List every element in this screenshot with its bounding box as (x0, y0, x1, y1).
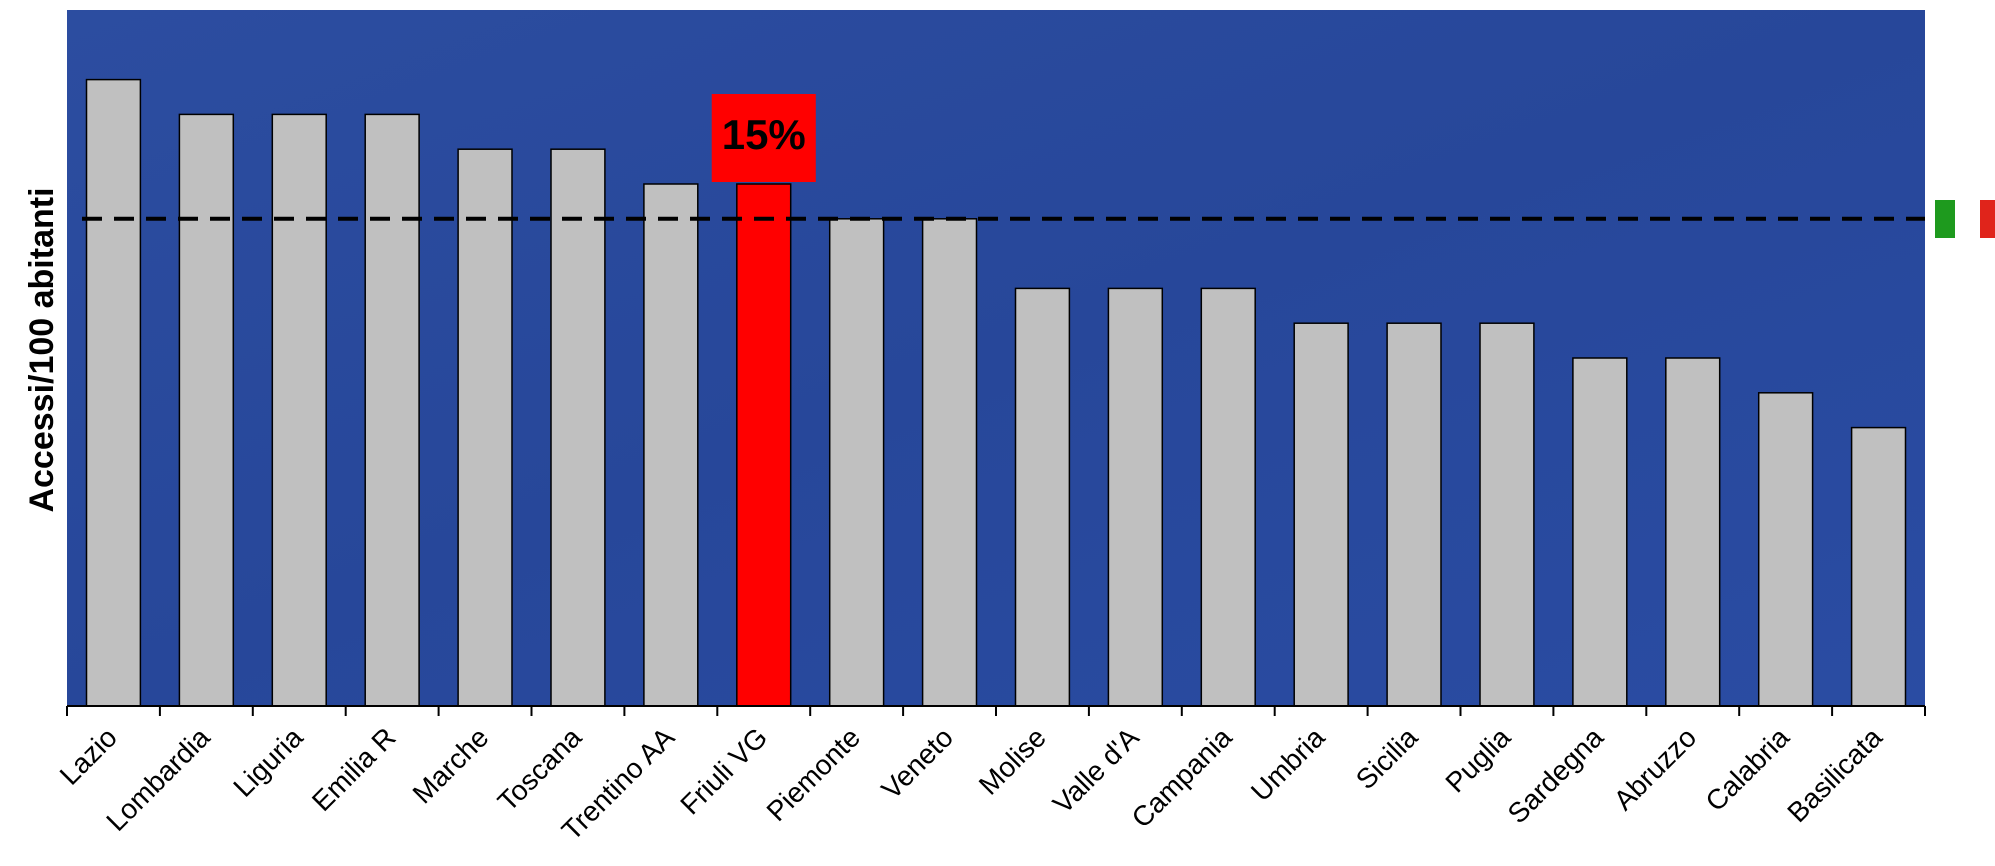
bar (1665, 357, 1721, 707)
y-axis-label: Accessi/100 abitanti (23, 187, 61, 512)
value-label: 15% (722, 111, 806, 158)
x-tick-label: Umbria (1245, 721, 1331, 807)
x-tick-label: Piemonte (761, 722, 867, 828)
x-tick-label: Valle d'A (1047, 721, 1145, 819)
bar (1757, 392, 1814, 707)
plot-background (67, 10, 1925, 706)
bar (828, 218, 885, 707)
x-tick-label: Lazio (54, 722, 123, 791)
bar (1014, 287, 1071, 707)
x-tick-label: Emilia R (306, 722, 402, 818)
bar (1479, 322, 1535, 707)
bar (921, 218, 978, 707)
bar (643, 183, 699, 707)
bar (457, 148, 513, 707)
x-tick-label: Campania (1126, 721, 1238, 833)
bar (1200, 287, 1256, 707)
x-tick-label: Basilicata (1781, 721, 1888, 828)
x-tick-label: Calabria (1699, 721, 1795, 817)
bar (1107, 287, 1164, 707)
bar (1386, 322, 1442, 707)
x-tick-label: Abruzzo (1608, 722, 1703, 817)
bar (1293, 322, 1349, 707)
bar (736, 183, 792, 707)
bar (271, 113, 327, 707)
x-tick-label: Molise (973, 722, 1052, 801)
x-tick-label: Sicilia (1350, 721, 1424, 795)
x-tick-label: Toscana (492, 721, 588, 817)
x-tick-label: Sardegna (1502, 721, 1610, 829)
x-tick-label: Marche (407, 722, 495, 810)
x-tick-label: Veneto (875, 722, 959, 806)
bar (1850, 426, 1907, 707)
bar (364, 113, 420, 707)
value-label-box (711, 94, 816, 182)
x-tick-label: Friuli VG (674, 722, 773, 821)
bar (550, 148, 606, 707)
flag-icon (1935, 200, 1995, 238)
bar (85, 78, 142, 707)
x-tick-label: Liguria (227, 721, 309, 803)
bar (178, 113, 235, 707)
x-tick-label: Puglia (1439, 721, 1516, 798)
bar (1572, 357, 1628, 707)
